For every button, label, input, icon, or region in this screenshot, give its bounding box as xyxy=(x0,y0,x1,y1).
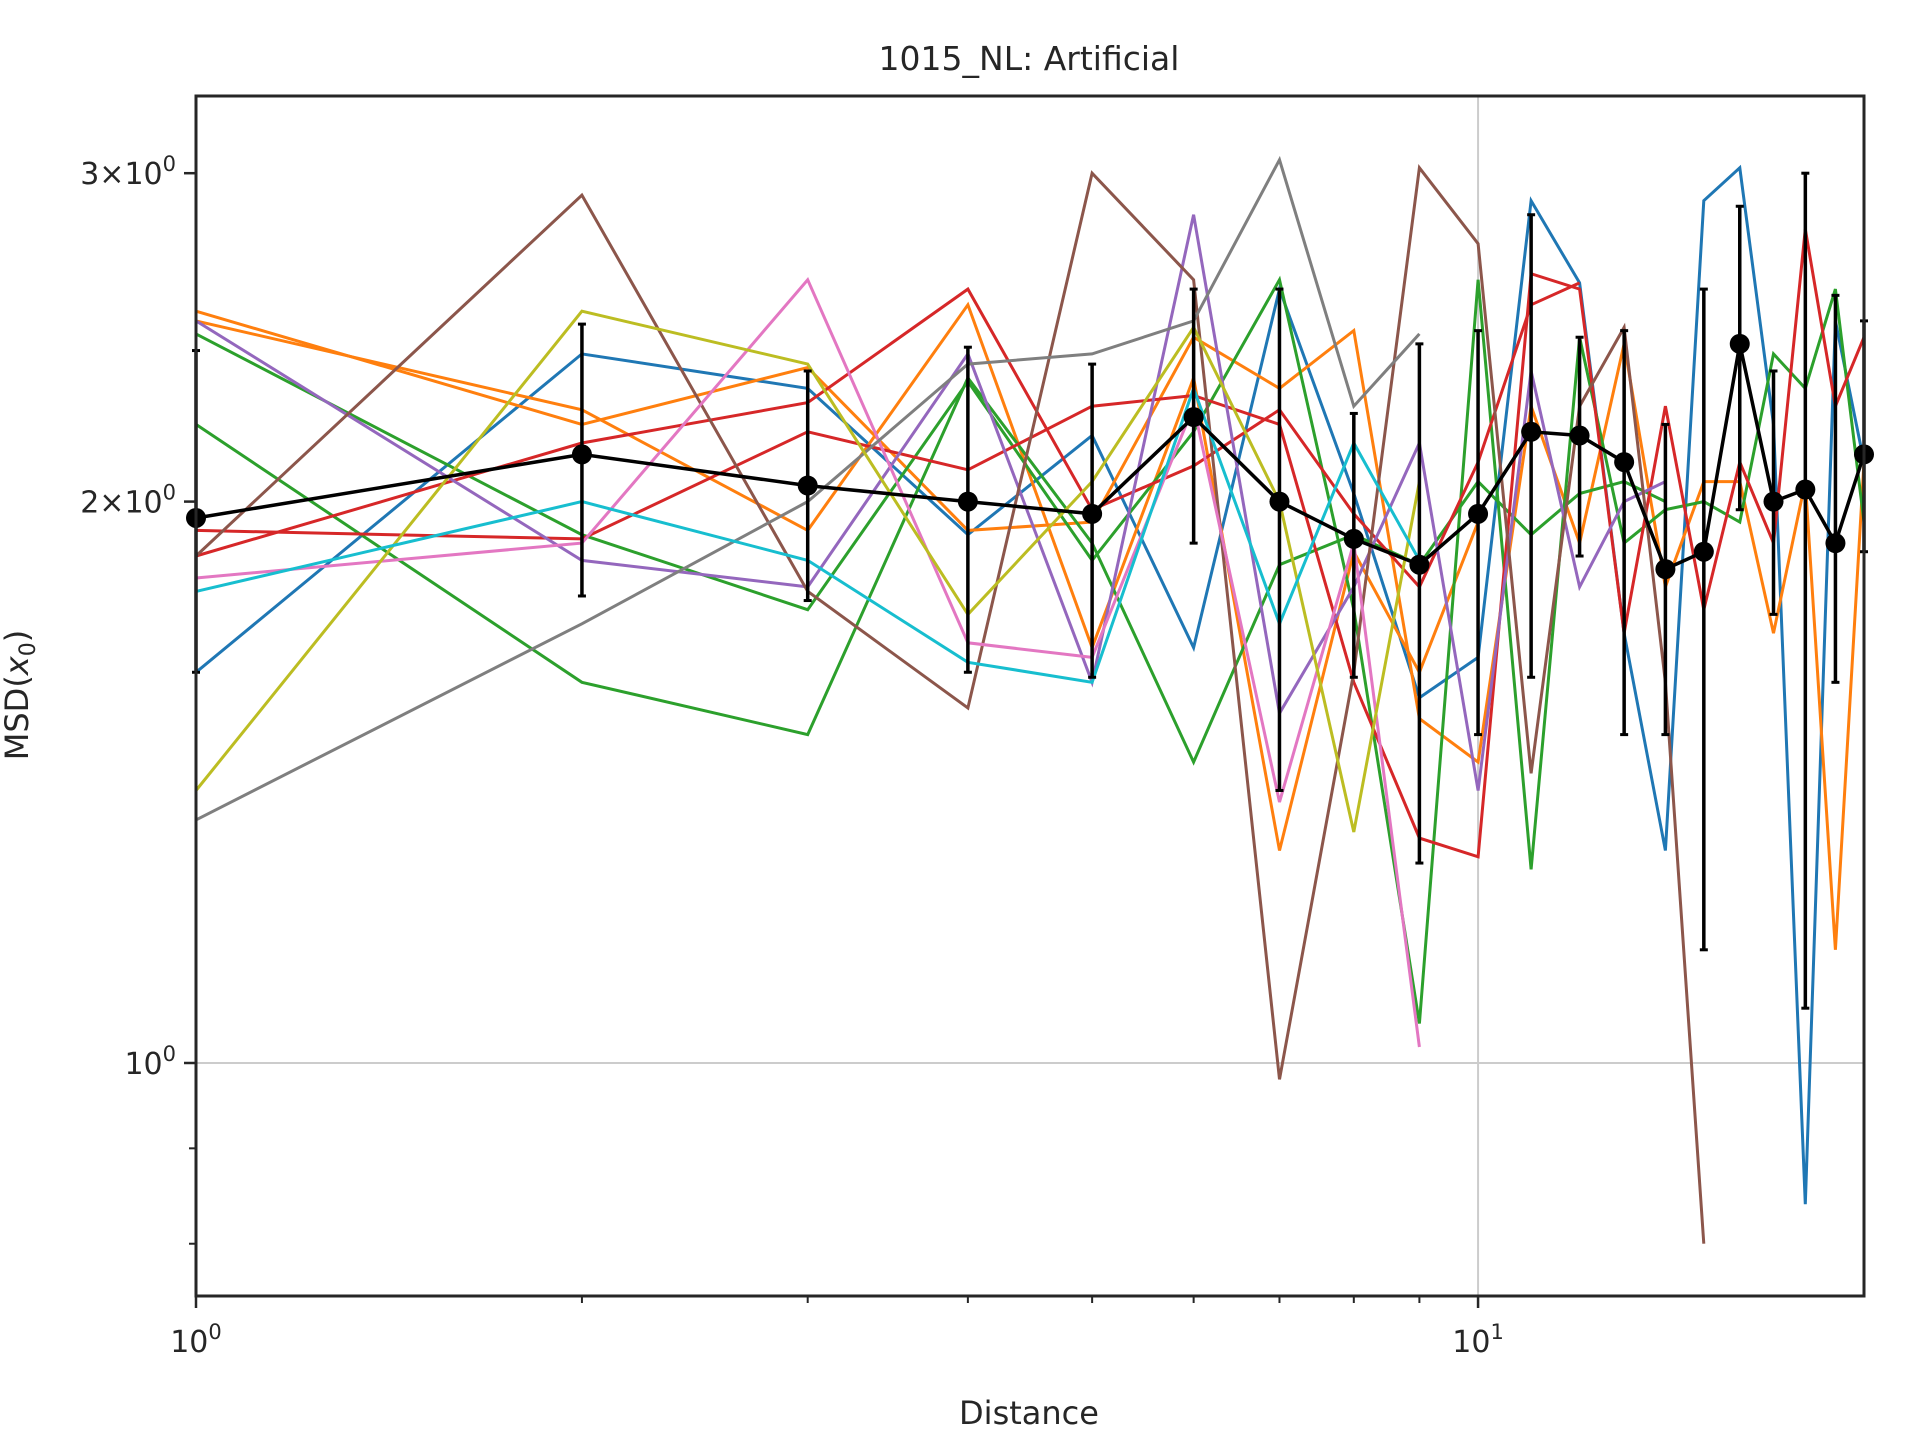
axis-ticks: 100 101 100 2×100 3×100 xyxy=(80,152,1504,1360)
mean-line xyxy=(195,343,1866,572)
mean-point xyxy=(571,444,592,465)
mean-point xyxy=(1614,452,1635,473)
mean-point xyxy=(797,475,818,496)
error-bar xyxy=(1527,213,1536,679)
mean-series xyxy=(186,333,1874,580)
error-bar xyxy=(1831,293,1840,684)
series-lines xyxy=(194,155,1866,1244)
mean-point xyxy=(1183,407,1204,428)
error-bar xyxy=(1275,287,1284,792)
x-tick-label: 100 xyxy=(170,1320,222,1360)
series-line-7 xyxy=(195,281,1581,590)
mean-point xyxy=(1729,333,1750,354)
error-bar xyxy=(1620,329,1629,737)
series-line-2 xyxy=(195,309,1866,950)
mean-point xyxy=(1569,425,1590,446)
mean-point xyxy=(1655,559,1676,580)
error-bar xyxy=(1735,204,1744,512)
mean-point xyxy=(1409,554,1430,575)
error-bar xyxy=(1661,422,1670,737)
chart-title: 1015_NL: Artificial xyxy=(879,39,1180,78)
error-bar xyxy=(1474,329,1483,737)
mean-point xyxy=(1521,421,1542,442)
grid-lines xyxy=(196,96,1864,1296)
mean-point xyxy=(1468,503,1489,524)
mean-point xyxy=(1269,491,1290,512)
mean-point xyxy=(1082,503,1103,524)
series-line-6 xyxy=(195,228,1866,859)
error-bar xyxy=(1801,171,1810,1010)
mean-point xyxy=(1693,541,1714,562)
x-tick-label: 101 xyxy=(1452,1320,1504,1360)
svg-text:MSD(x0): MSD(x0) xyxy=(0,630,41,760)
error-bar xyxy=(1415,342,1424,865)
plot-frame xyxy=(194,94,1866,1298)
y-tick-label: 2×100 xyxy=(80,481,176,521)
mean-point xyxy=(957,491,978,512)
y-tick-label: 3×100 xyxy=(80,152,176,192)
x-axis-label: Distance xyxy=(959,1394,1099,1432)
axes-frame xyxy=(194,94,1866,1298)
y-axis-label: MSD(x0) xyxy=(0,630,41,760)
error-bar xyxy=(1699,287,1708,952)
mean-point xyxy=(1795,479,1816,500)
series-line-13 xyxy=(195,383,1421,684)
mean-point xyxy=(1343,528,1364,549)
mean-point xyxy=(1825,533,1846,554)
y-tick-label: 100 xyxy=(124,1042,176,1082)
error-bar xyxy=(1575,335,1584,558)
series-line-11 xyxy=(195,155,1421,822)
mean-point xyxy=(1763,491,1784,512)
series-line-8 xyxy=(195,214,1667,791)
